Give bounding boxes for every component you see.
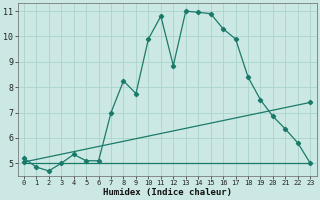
X-axis label: Humidex (Indice chaleur): Humidex (Indice chaleur): [103, 188, 232, 197]
